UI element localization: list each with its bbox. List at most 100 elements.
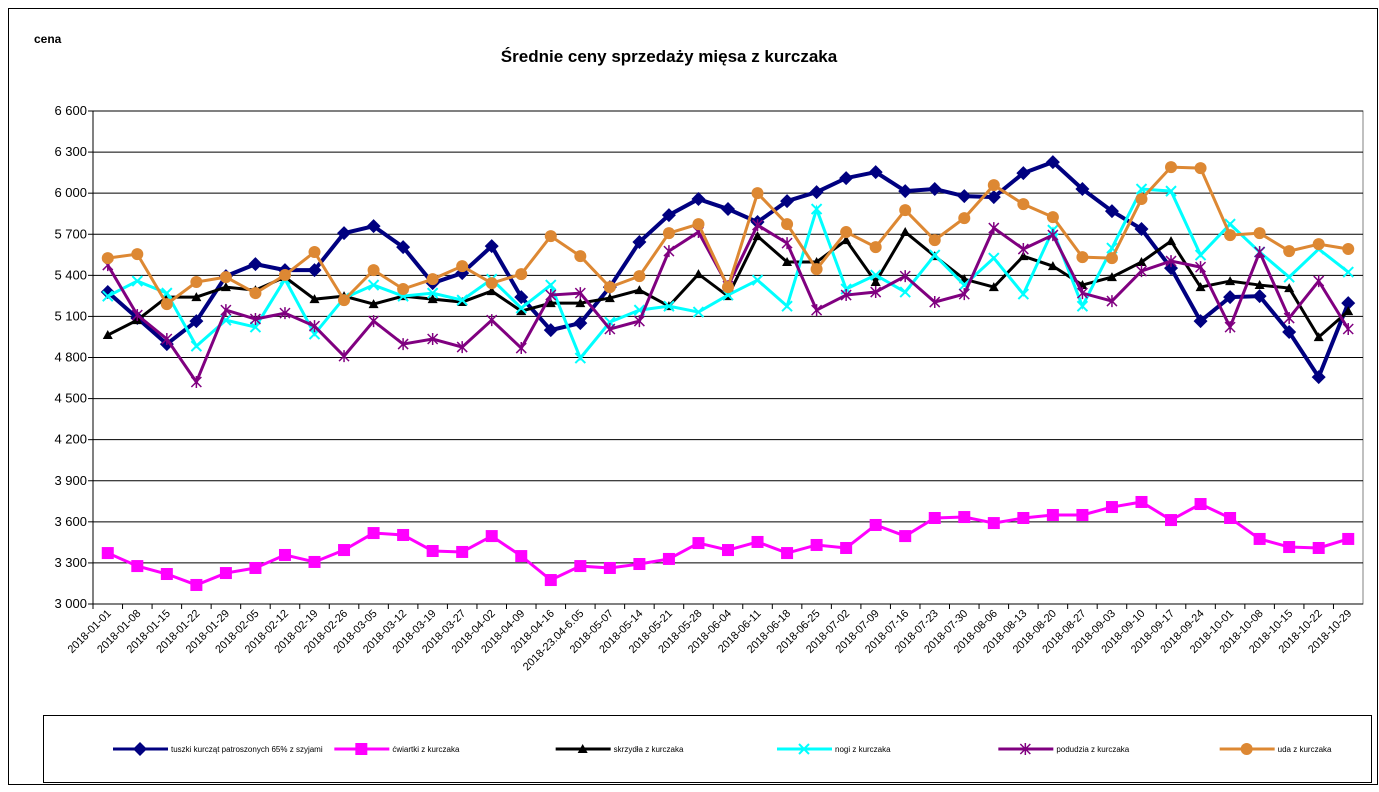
data-point [722, 544, 734, 557]
data-point [367, 527, 380, 540]
data-point [781, 547, 794, 560]
data-point [249, 313, 261, 326]
data-point [190, 578, 203, 591]
legend-marker [798, 743, 810, 755]
data-point [1046, 211, 1059, 224]
data-point [1165, 161, 1178, 174]
data-point [515, 268, 528, 281]
data-point [663, 245, 675, 258]
data-point [515, 550, 528, 563]
data-point [1136, 257, 1147, 267]
data-point [366, 219, 381, 234]
data-point [338, 544, 351, 557]
data-point [1018, 251, 1029, 261]
data-point [1313, 275, 1325, 288]
data-point [781, 218, 794, 231]
data-point [633, 558, 646, 571]
data-point [1135, 495, 1148, 508]
data-point [1284, 283, 1295, 293]
y-tick-label: 6 600 [54, 103, 87, 118]
data-point [1195, 261, 1207, 274]
data-point [426, 273, 439, 286]
data-point [1165, 185, 1177, 197]
data-point [958, 511, 971, 524]
data-point [1283, 245, 1296, 258]
data-point [220, 304, 232, 317]
data-point [278, 269, 291, 282]
data-point [958, 212, 971, 225]
data-point [1312, 541, 1325, 554]
data-point [692, 218, 705, 231]
legend-item: ćwiartki z kurczaka [334, 743, 460, 755]
y-tick-label: 3 600 [54, 514, 87, 529]
data-point [1311, 370, 1326, 385]
data-point [545, 298, 556, 308]
data-point [1223, 290, 1238, 305]
data-point [1016, 166, 1031, 181]
data-point [1135, 183, 1148, 195]
legend-item: tuszki kurcząt patroszonych 65% z szyjam… [113, 742, 323, 756]
data-point [516, 306, 527, 316]
data-point [692, 537, 705, 550]
data-point [1224, 511, 1237, 524]
data-point [396, 240, 411, 255]
data-point [1135, 265, 1148, 278]
data-point [574, 250, 587, 263]
data-point [633, 315, 645, 328]
data-point [1076, 251, 1089, 264]
data-point [721, 202, 735, 217]
legend-item: podudzia z kurczaka [998, 743, 1130, 755]
legend-marker [133, 742, 147, 756]
data-point [279, 307, 291, 320]
data-point [899, 530, 912, 543]
y-tick-label: 3 900 [54, 473, 87, 488]
data-point [751, 274, 764, 286]
data-point [131, 560, 144, 573]
data-point [190, 376, 202, 389]
data-point [397, 528, 410, 541]
data-point [869, 241, 882, 254]
data-point [868, 165, 883, 180]
data-point [426, 545, 439, 558]
data-point [543, 323, 558, 338]
data-point [486, 286, 497, 296]
data-point [957, 189, 972, 204]
legend-label: nogi z kurczaka [835, 745, 891, 754]
data-point [575, 298, 586, 308]
data-point [427, 333, 439, 346]
data-point [368, 299, 379, 309]
data-point [810, 538, 823, 551]
data-point [662, 227, 675, 240]
data-point [308, 555, 321, 568]
data-point [603, 561, 616, 574]
data-point [397, 338, 409, 351]
data-point [1313, 332, 1324, 342]
data-point [1105, 252, 1118, 265]
data-point [219, 271, 232, 284]
data-point [485, 277, 498, 290]
data-point [988, 282, 999, 292]
data-point [661, 208, 676, 223]
data-point [1106, 295, 1118, 308]
data-point [632, 235, 647, 250]
legend-marker [1240, 743, 1253, 755]
data-point [900, 227, 911, 237]
data-point [841, 235, 852, 245]
data-point [928, 234, 941, 247]
legend-item: uda z kurczaka [1219, 743, 1332, 755]
data-point [1194, 498, 1207, 511]
data-point [1047, 229, 1059, 242]
data-point [367, 279, 380, 291]
legend-label: tuszki kurcząt patroszonych 65% z szyjam… [171, 745, 323, 754]
data-point [1254, 246, 1266, 259]
data-point [781, 237, 793, 250]
data-point [751, 535, 764, 548]
data-point [663, 300, 675, 312]
data-point [101, 252, 114, 265]
data-point [1283, 312, 1295, 325]
data-point [190, 276, 203, 289]
data-point [899, 204, 912, 217]
data-point [514, 290, 529, 305]
data-point [1134, 222, 1149, 237]
